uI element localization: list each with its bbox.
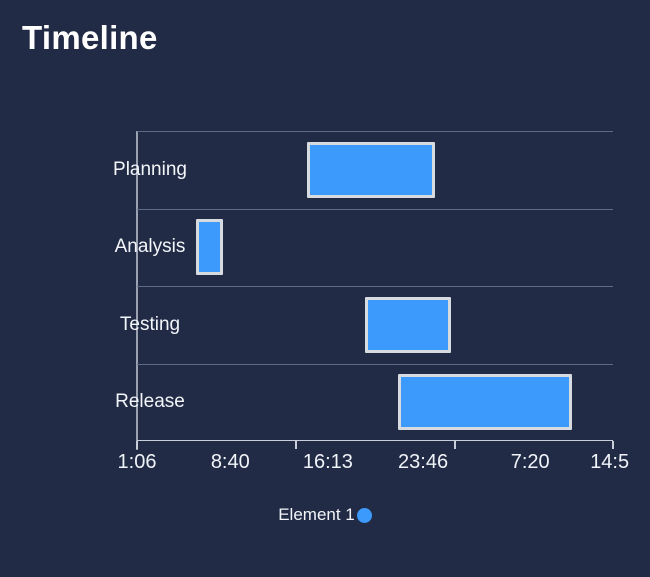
- legend: Element 1: [0, 505, 650, 525]
- x-axis-tick-mark: [612, 441, 614, 449]
- y-axis-label-analysis: Analysis: [114, 236, 186, 258]
- legend-marker-circle: [356, 507, 372, 523]
- y-axis-label-release: Release: [115, 391, 185, 413]
- legend-item-element-1[interactable]: Element 1: [278, 505, 372, 525]
- plot-area: [136, 131, 614, 450]
- y-axis-label-planning: Planning: [113, 158, 187, 180]
- x-axis-tick-label: 8:40: [210, 451, 250, 473]
- chart-row-testing: [137, 286, 613, 364]
- chart-row-planning: [137, 131, 613, 209]
- chart-row-release: [137, 363, 613, 442]
- x-axis-tick-label: 7:20: [510, 451, 550, 473]
- chart-title: Timeline: [22, 19, 158, 56]
- gantt-bar-planning[interactable]: [306, 141, 435, 198]
- gantt-bar-testing[interactable]: [365, 296, 452, 353]
- legend-label: Element 1: [278, 505, 355, 524]
- x-axis-tick-label: 1:06: [117, 451, 157, 473]
- x-axis-tick-mark: [454, 441, 456, 449]
- x-axis-tick-label: 14:5: [590, 451, 630, 473]
- x-axis-tick-mark: [136, 441, 138, 449]
- chart-row-analysis: [137, 208, 613, 287]
- y-axis-label-testing: Testing: [119, 313, 181, 335]
- gantt-bar-release[interactable]: [397, 374, 573, 431]
- x-axis-line: [137, 439, 613, 442]
- gantt-bar-analysis[interactable]: [196, 219, 224, 276]
- y-axis-line: [136, 131, 138, 450]
- x-axis-tick-label: 23:46: [398, 451, 449, 473]
- x-axis-tick-mark: [295, 441, 297, 449]
- x-axis-tick-label: 16:13: [302, 451, 353, 473]
